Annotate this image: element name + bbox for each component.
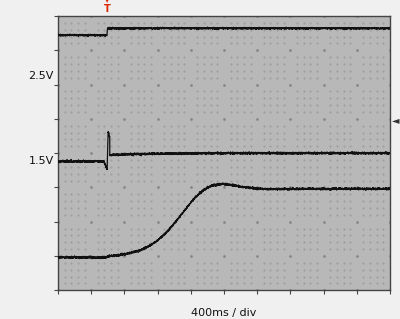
- Text: 1.5V: 1.5V: [29, 156, 54, 166]
- Text: 2.5V: 2.5V: [29, 71, 54, 81]
- Text: ▾: ▾: [104, 0, 110, 6]
- Text: T: T: [104, 4, 110, 14]
- Text: ◄: ◄: [392, 115, 400, 125]
- Text: 400ms / div: 400ms / div: [191, 308, 257, 318]
